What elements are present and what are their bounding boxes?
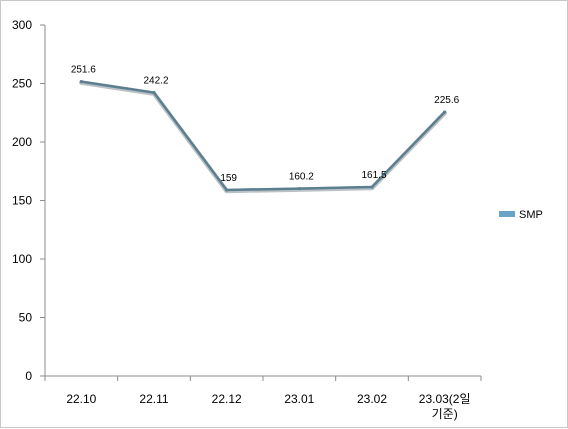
x-tick-label: 23.02 xyxy=(357,392,387,406)
x-tick-label-line: 22.12 xyxy=(212,392,242,406)
x-tick-label: 23.03(2일 기준) xyxy=(419,392,471,421)
y-tick-label: 50 xyxy=(19,311,33,325)
x-tick-label-line: 22.10 xyxy=(66,392,96,406)
x-tick-label-line: 23.01 xyxy=(284,392,314,406)
y-tick-label: 0 xyxy=(25,369,32,383)
x-axis: 22.10 22.11 22.12 23.01 23.02 23.03(2일 기준) xyxy=(44,375,482,421)
y-tick-label: 100 xyxy=(12,252,32,266)
data-label: 242.2 xyxy=(143,76,168,87)
x-tick-label-line: 23.02 xyxy=(357,392,387,406)
legend-swatch xyxy=(499,211,515,217)
legend-label: SMP xyxy=(519,209,543,221)
data-point xyxy=(79,80,83,84)
x-tick-label: 22.12 xyxy=(212,392,242,406)
data-point xyxy=(225,188,229,192)
x-tick-label-line: 기준) xyxy=(432,407,458,421)
series-line-shadow xyxy=(79,80,447,194)
data-point xyxy=(370,185,374,189)
data-label: 159 xyxy=(220,173,237,184)
series-smp xyxy=(79,80,447,194)
data-labels: 251.6 242.2 159 160.2 161.5 225.6 xyxy=(71,65,460,184)
data-label: 160.2 xyxy=(289,172,314,183)
data-label: 161.5 xyxy=(361,170,386,181)
data-point xyxy=(297,186,301,191)
x-tick-label: 22.10 xyxy=(66,392,96,406)
y-tick-label: 200 xyxy=(12,135,32,149)
data-label: 251.6 xyxy=(71,65,96,76)
data-point xyxy=(443,110,447,114)
y-tick-label: 300 xyxy=(12,18,32,32)
legend: SMP xyxy=(499,209,543,221)
data-point xyxy=(152,91,156,95)
data-label: 225.6 xyxy=(434,95,459,106)
x-tick-label-line: 23.03(2일 xyxy=(419,392,471,406)
series-line xyxy=(80,80,446,192)
x-tick-label-line: 22.11 xyxy=(139,392,168,406)
y-axis: 0 50 100 150 200 250 300 xyxy=(12,18,46,383)
x-tick-label: 22.11 xyxy=(139,392,168,406)
x-tick-label: 23.01 xyxy=(284,392,314,406)
y-tick-label: 250 xyxy=(12,77,32,91)
y-tick-label: 150 xyxy=(12,194,32,208)
